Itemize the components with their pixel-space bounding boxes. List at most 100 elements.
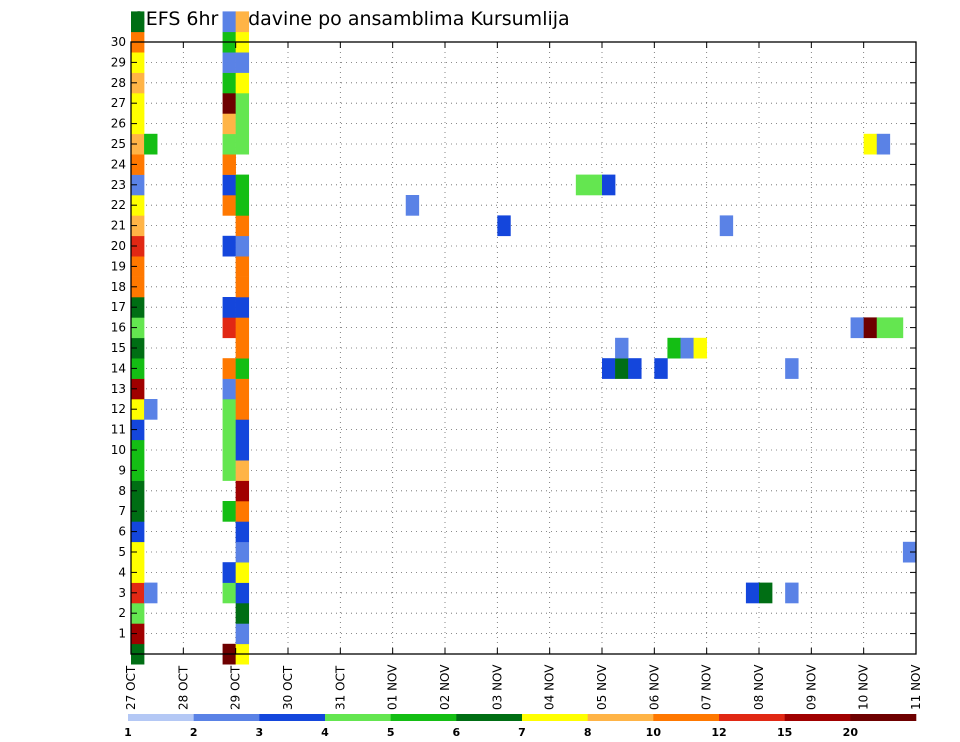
legend-color-swatch	[193, 714, 260, 721]
heatmap-cell	[222, 113, 236, 135]
heatmap-cell	[131, 439, 145, 461]
heatmap-cell	[863, 133, 878, 155]
heatmap-cell	[876, 133, 891, 155]
legend-threshold-label: 7	[518, 726, 526, 739]
heatmap-cell	[235, 541, 250, 563]
heatmap-cell	[131, 460, 145, 481]
heatmap-cell	[131, 480, 145, 502]
heatmap-cell	[719, 215, 734, 237]
legend-color-swatch	[259, 714, 326, 721]
heatmap-cell	[235, 399, 250, 420]
heatmap-cell	[235, 603, 250, 624]
y-tick-label: 8	[118, 484, 126, 498]
heatmap-cell	[889, 317, 904, 339]
x-tick-label: 28 OCT	[176, 665, 190, 710]
legend-color-swatch	[456, 714, 523, 721]
y-tick-label: 1	[118, 627, 126, 641]
x-tick-label: 04 NOV	[543, 664, 557, 710]
y-tick-label: 9	[118, 463, 126, 477]
heatmap-cell	[131, 154, 145, 175]
x-tick-label: 30 OCT	[281, 665, 295, 710]
legend-color-swatch	[390, 714, 457, 721]
y-tick-label: 29	[111, 55, 126, 69]
legend-threshold-label: 20	[843, 726, 859, 739]
heatmap-cell	[235, 378, 250, 400]
heatmap-cell	[222, 93, 236, 114]
heatmap-cell	[235, 195, 250, 216]
heatmap-cell	[235, 337, 250, 359]
heatmap-cell	[131, 52, 145, 73]
y-tick-label: 28	[111, 76, 126, 90]
x-tick-label: 31 OCT	[333, 665, 347, 710]
legend-threshold-label: 2	[190, 726, 198, 739]
heatmap-cell	[131, 419, 145, 441]
heatmap-cell	[575, 174, 590, 196]
x-axis-ticks: 27 OCT 28 OCT 29 OCT 30 OCT 31 OCT 01 NOV 02 N…	[124, 42, 923, 710]
heatmap-cell	[235, 276, 250, 298]
y-tick-label: 4	[118, 565, 126, 579]
heatmap-cell	[131, 501, 145, 522]
heatmap-cell	[602, 358, 616, 379]
x-tick-label: 01 NOV	[386, 664, 400, 710]
heatmap-cell	[131, 174, 145, 196]
x-tick-label: 27 OCT	[124, 665, 138, 710]
heatmap-cell	[131, 623, 145, 645]
legend-threshold-label: 10	[646, 726, 662, 739]
heatmap-cell	[667, 337, 681, 359]
heatmap-cell	[235, 358, 250, 379]
y-tick-label: 14	[111, 361, 126, 375]
heatmap-cell	[693, 337, 707, 359]
heatmap-cell	[235, 439, 250, 461]
y-tick-label: 30	[111, 35, 126, 49]
heatmap-cell	[131, 603, 145, 624]
heatmap-cell	[131, 276, 145, 298]
y-tick-label: 6	[118, 525, 126, 539]
heatmap-cell	[235, 501, 250, 522]
heatmap-cell	[222, 297, 236, 318]
legend-color-swatch	[128, 714, 194, 721]
heatmap-cell	[131, 256, 145, 277]
heatmap-cell	[235, 235, 250, 257]
legend-threshold-label: 5	[387, 726, 395, 739]
heatmap-cell	[235, 562, 250, 583]
y-tick-label: 27	[111, 96, 126, 110]
y-tick-label: 21	[111, 219, 126, 233]
legend-color-swatch	[522, 714, 588, 721]
heatmap-cell	[863, 317, 878, 339]
y-tick-label: 22	[111, 198, 126, 212]
heatmap-cell	[222, 154, 236, 175]
heatmap-cell	[235, 133, 250, 155]
heatmap-cell	[222, 195, 236, 216]
x-tick-label: 09 NOV	[804, 664, 818, 710]
x-tick-label: 06 NOV	[647, 664, 661, 710]
y-tick-label: 19	[111, 259, 126, 273]
heatmap-cell	[131, 195, 145, 216]
chart-title: GEFS 6hr padavine po ansamblima Kursumli…	[131, 8, 570, 30]
heatmap-cell	[131, 358, 145, 379]
heatmap-cell	[222, 358, 236, 379]
heatmap-cell	[876, 317, 891, 339]
heatmap-cell	[235, 480, 250, 502]
heatmap-cell	[235, 623, 250, 645]
heatmap-cell	[222, 133, 236, 155]
heatmap-cell	[235, 11, 250, 33]
heatmap-cell	[497, 215, 511, 237]
heatmap-cell	[144, 582, 158, 604]
legend-color-swatch	[653, 714, 720, 721]
heatmap-cell	[850, 317, 864, 339]
legend-threshold-label: 3	[256, 726, 264, 739]
heatmap-cell	[222, 419, 236, 441]
y-tick-label: 20	[111, 239, 126, 253]
y-tick-label: 16	[111, 321, 126, 335]
heatmap-cell	[131, 337, 145, 359]
x-tick-label: 07 NOV	[700, 664, 714, 710]
heatmap-cell	[235, 460, 250, 481]
heatmap-cell	[235, 419, 250, 441]
y-tick-label: 11	[111, 423, 126, 437]
heatmap-cell	[235, 317, 250, 339]
heatmap-cells	[131, 11, 917, 665]
heatmap-cell	[222, 174, 236, 196]
heatmap-cell	[615, 337, 629, 359]
heatmap-cell	[235, 297, 250, 318]
x-tick-label: 08 NOV	[752, 664, 766, 710]
